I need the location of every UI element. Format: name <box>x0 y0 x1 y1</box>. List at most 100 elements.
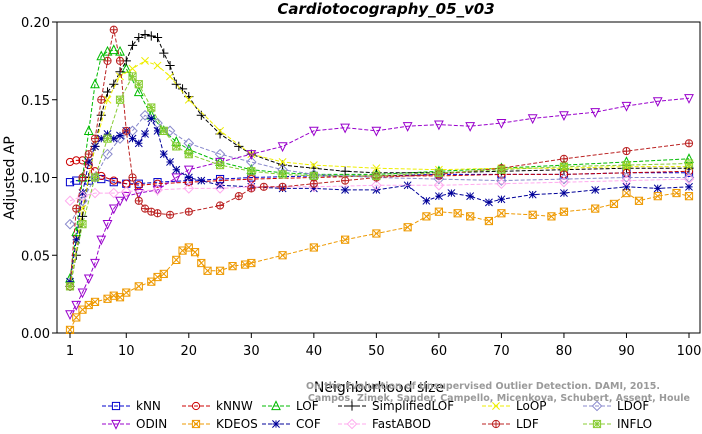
data-point-ldof <box>102 148 113 160</box>
data-point-ldf <box>153 209 162 218</box>
data-point-simplifiedlof <box>127 40 138 50</box>
data-point-fastabod <box>371 179 382 191</box>
series-line-fastabod <box>69 178 690 202</box>
legend-item-inflo: INFLO <box>583 417 652 431</box>
data-point-odin <box>590 108 601 118</box>
data-point-ldof <box>496 175 507 186</box>
data-point-cof <box>172 165 181 174</box>
data-point-ldof <box>621 172 632 183</box>
data-point-lof <box>96 50 107 61</box>
data-point-kdeos <box>122 288 131 297</box>
y-tick-label: 0.05 <box>21 249 50 264</box>
data-point-ldf <box>259 182 268 191</box>
data-point-kdeos <box>434 207 443 216</box>
data-point-loop <box>184 95 193 104</box>
data-point-ldof <box>139 109 151 121</box>
data-point-cof <box>141 130 149 138</box>
data-point-loop <box>128 64 137 73</box>
series-ldof <box>64 109 695 230</box>
data-point-kdeos <box>484 216 494 226</box>
data-point-cof <box>309 184 318 193</box>
data-point-cof <box>447 189 456 198</box>
data-point-cof <box>591 185 600 194</box>
legend-marker-inflo <box>592 419 602 429</box>
data-point-knnw <box>78 156 87 165</box>
data-point-inflo <box>684 159 694 168</box>
data-point-kdeos <box>591 204 600 213</box>
data-point-fastabod <box>621 175 632 186</box>
chart-title: Cardiotocography_05_v03 <box>277 0 494 18</box>
data-point-ldf <box>84 150 93 159</box>
data-point-odin <box>277 142 288 153</box>
axis-layer: 1 10 20 30 40 50 60 70 80 90 100 0.00 0.05 0.10 0.15 0.… <box>21 16 701 359</box>
data-point-kdeos <box>203 266 212 275</box>
data-point-loop <box>116 72 124 81</box>
legend-label-fastabod: FastABOD <box>372 417 431 431</box>
data-point-ldf <box>165 210 175 219</box>
data-point-ldof <box>683 172 695 183</box>
series-lof <box>65 44 694 283</box>
data-point-cof <box>422 196 431 205</box>
legend-item-fastabod: FastABOD <box>338 417 431 431</box>
data-point-kdeos <box>497 209 506 218</box>
data-point-ldf <box>247 184 256 193</box>
data-point-ldf <box>215 201 225 210</box>
data-point-inflo <box>159 126 168 135</box>
series-line-ldof <box>69 114 689 225</box>
data-point-inflo <box>278 170 287 179</box>
data-point-odin <box>96 235 107 246</box>
data-point-kdeos <box>609 199 619 209</box>
data-point-simplifiedlof <box>196 110 206 120</box>
data-point-lof <box>102 45 113 56</box>
x-tick-label: 60 <box>431 344 448 359</box>
data-point-inflo <box>434 168 443 177</box>
data-point-odin <box>183 165 194 176</box>
data-point-simplifiedlof <box>165 60 175 71</box>
data-point-ldf <box>278 182 287 191</box>
legend-marker-loop <box>492 402 500 410</box>
x-tick-label: 90 <box>618 344 635 359</box>
data-point-inflo <box>115 95 125 104</box>
data-point-kdeos <box>372 229 381 238</box>
legend-marker-knn <box>111 401 121 411</box>
data-point-ldf <box>115 56 125 65</box>
series-line-knnw <box>69 159 690 186</box>
data-point-ldf <box>103 56 112 65</box>
legend-label-simplifiedlof: SimplifiedLOF <box>372 399 454 413</box>
legend-label-knn: kNN <box>136 399 161 413</box>
data-point-kdeos <box>134 282 143 291</box>
legend-item-simplifiedlof: SimplifiedLOF <box>338 399 454 413</box>
data-point-kdeos <box>684 192 694 201</box>
data-point-odin <box>402 122 413 132</box>
data-point-fastabod <box>64 195 76 207</box>
data-point-inflo <box>103 134 112 143</box>
data-point-fastabod <box>120 186 132 197</box>
legend-marker-fastabod <box>346 418 358 430</box>
data-point-cof <box>128 134 137 143</box>
data-point-fastabod <box>152 184 163 196</box>
legend-item-odin: ODIN <box>102 417 167 431</box>
data-point-simplifiedlof <box>140 29 150 40</box>
data-point-simplifiedlof <box>159 48 169 58</box>
data-point-ldof <box>183 137 195 149</box>
data-point-lof <box>83 125 94 135</box>
legend-marker-cof <box>272 420 280 428</box>
data-point-ldf <box>97 95 106 104</box>
credit-line-1: On the Evaluation of Unsupervised Outlie… <box>306 381 660 392</box>
data-point-ldof <box>246 156 257 168</box>
data-point-odin <box>83 274 94 285</box>
data-point-loop <box>372 164 381 173</box>
data-point-odin <box>108 204 119 215</box>
data-point-cof <box>216 181 225 190</box>
data-point-cof <box>159 150 168 159</box>
data-point-odin <box>559 111 569 122</box>
series-loop <box>66 56 693 291</box>
legend-item-knn: kNN <box>102 399 161 413</box>
data-point-lof <box>133 86 144 97</box>
data-point-ldof <box>77 195 88 207</box>
data-point-knnw <box>72 156 81 165</box>
data-point-simplifiedlof <box>171 79 181 89</box>
x-tick-label: 100 <box>677 344 702 359</box>
data-point-odin <box>90 258 100 269</box>
data-point-cof <box>153 126 162 135</box>
